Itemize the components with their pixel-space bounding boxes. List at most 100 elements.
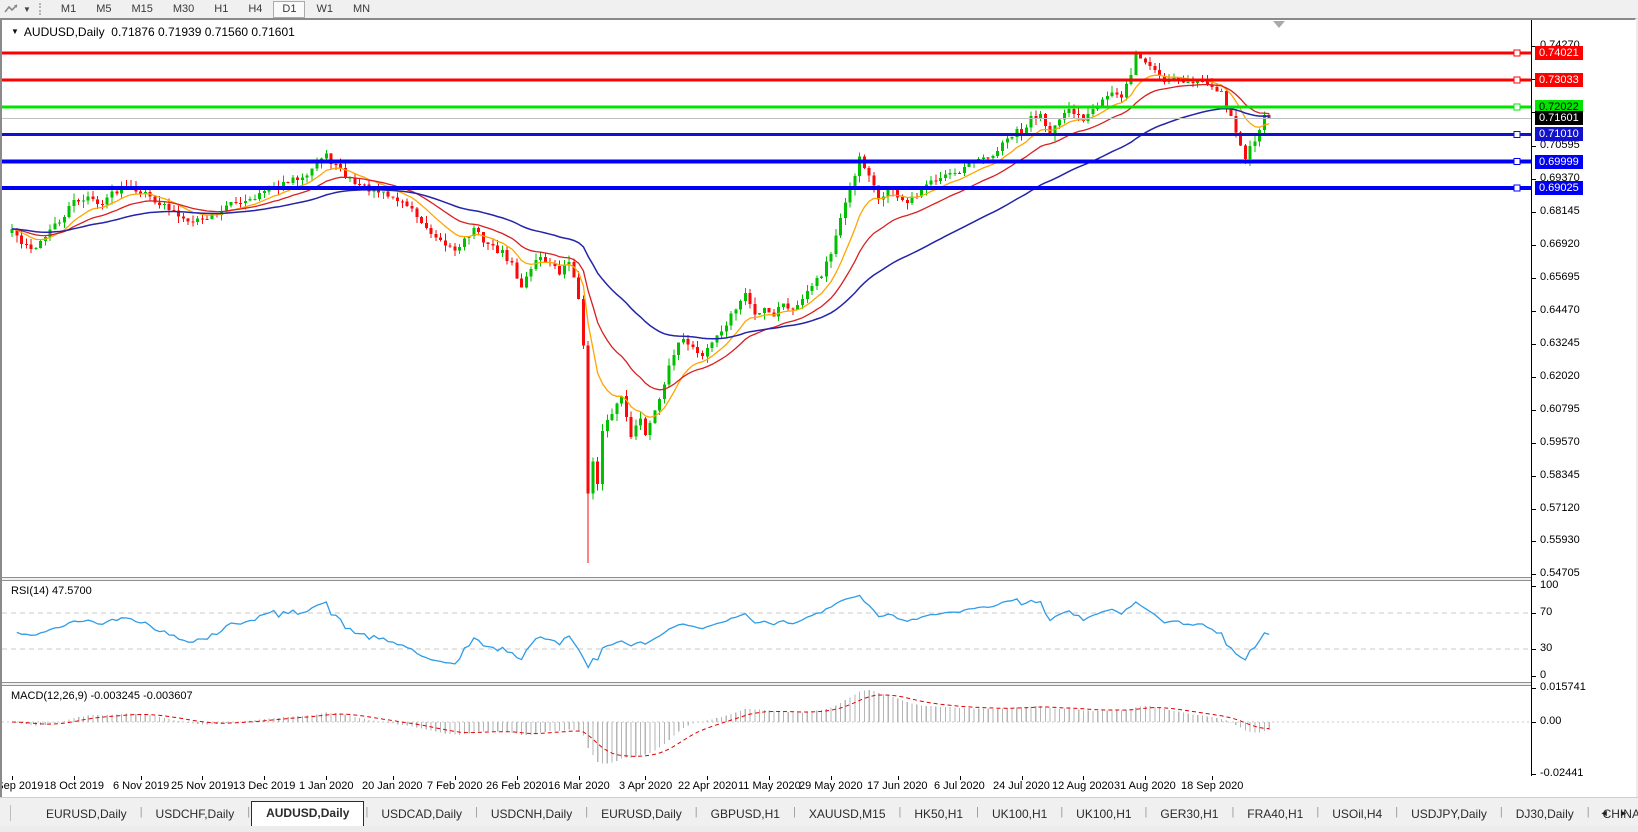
date-tick-label: 22 Apr 2020	[678, 780, 738, 792]
chart-tab-dj30-daily[interactable]: DJ30,Daily	[1515, 807, 1574, 821]
main-chart-canvas[interactable]	[2, 20, 1531, 577]
chart-tab-usoil-h4[interactable]: USOil,H4	[1332, 807, 1383, 821]
axis-tick-label: 0.68145	[1540, 205, 1580, 217]
date-tick-label: 26 Feb 2020	[486, 780, 548, 792]
date-tick-mark	[769, 776, 770, 780]
chart-tab-usdjpy-daily[interactable]: USDJPY,Daily	[1411, 807, 1487, 821]
date-tick-mark	[1083, 776, 1084, 780]
timeframe-button-m5[interactable]: M5	[96, 2, 112, 15]
tab-separator: |	[1395, 806, 1399, 818]
date-tick-label: 17 Jun 2020	[867, 780, 928, 792]
date-tick-label: 6 Nov 2019	[113, 780, 170, 792]
price-level-tag: 0.72022	[1535, 100, 1583, 114]
date-tick-label: 11 May 2020	[738, 780, 801, 792]
axis-tick-mark	[1532, 574, 1536, 575]
date-tick-label: 3 Apr 2020	[619, 780, 673, 792]
axis-tick-mark	[1532, 613, 1536, 614]
tab-separator: |	[365, 806, 369, 818]
axis-tick-label: 0.015741	[1540, 681, 1586, 693]
chart-tab-china300-h1[interactable]: CHINA300,H1	[1602, 807, 1638, 821]
price-axis[interactable]: 0.742700.730450.718200.705950.693700.681…	[1531, 20, 1633, 779]
date-tick-label: 1 Jan 2020	[299, 780, 354, 792]
axis-tick-mark	[1532, 722, 1536, 723]
tab-separator: |	[1144, 806, 1148, 818]
axis-tick-label: 0.54705	[1540, 567, 1580, 579]
date-tick-mark	[1212, 776, 1213, 780]
chevron-down-icon[interactable]: ▼	[23, 4, 31, 14]
panel-splitter-macd[interactable]	[2, 682, 1633, 686]
date-tick-label: 30 Sep 2019	[2, 780, 44, 792]
rsi-panel-canvas[interactable]	[2, 581, 1531, 682]
axis-tick-label: 0.66920	[1540, 238, 1580, 250]
chart-tab-gbpusd-h1[interactable]: GBPUSD,H1	[710, 807, 780, 821]
symbol-caret-icon[interactable]: ▼	[11, 27, 19, 36]
timeframe-button-w1[interactable]: W1	[316, 2, 333, 15]
date-tick-label: 12 Aug 2020	[1052, 780, 1114, 792]
tab-separator: |	[1060, 806, 1064, 818]
axis-tick-mark	[1532, 541, 1536, 542]
panel-splitter-rsi[interactable]	[2, 577, 1633, 581]
date-tick-label: 20 Jan 2020	[362, 780, 423, 792]
price-level-tag: 0.74021	[1535, 46, 1583, 60]
chart-tab-audusd-daily[interactable]: AUDUSD,Daily	[251, 801, 365, 826]
chart-tab-usdcnh-daily[interactable]: USDCNH,Daily	[490, 807, 573, 821]
date-tick-label: 7 Feb 2020	[427, 780, 483, 792]
axis-tick-mark	[1532, 79, 1536, 80]
chart-tab-eurusd-daily[interactable]: EURUSD,Daily	[601, 807, 682, 821]
axis-tick-mark	[1532, 774, 1536, 775]
timeframe-button-h4[interactable]: H4	[248, 2, 263, 15]
date-tick-label: 18 Oct 2019	[44, 780, 104, 792]
timeframe-button-h1[interactable]: H1	[214, 2, 229, 15]
chart-tab-eurusd-daily[interactable]: EURUSD,Daily	[46, 807, 127, 821]
axis-tick-label: 70	[1540, 606, 1553, 618]
chart-tab-fra40-h1[interactable]: FRA40,H1	[1247, 807, 1304, 821]
axis-tick-mark	[1532, 179, 1536, 180]
tab-separator: |	[898, 806, 902, 818]
chart-tool-icon[interactable]	[3, 2, 21, 16]
timeframe-button-d1[interactable]: D1	[273, 0, 306, 18]
tabbar-separator	[10, 805, 11, 821]
macd-panel-canvas[interactable]	[2, 686, 1531, 776]
axis-tick-label: 0.57120	[1540, 502, 1580, 514]
chart-tab-xauusd-m15[interactable]: XAUUSD,M15	[808, 807, 886, 821]
axis-tick-mark	[1532, 676, 1536, 677]
chart-shift-marker[interactable]	[1273, 21, 1285, 28]
date-tick-label: 6 Jul 2020	[934, 780, 985, 792]
timeframe-button-m30[interactable]: M30	[172, 2, 195, 15]
tab-separator: |	[1316, 806, 1320, 818]
tab-separator: |	[247, 806, 251, 818]
chart-tab-uk100-h1[interactable]: UK100,H1	[991, 807, 1048, 821]
chart-tab-bar: EURUSD,Daily | USDCHF,Daily | AUDUSD,Daily | U…	[0, 797, 1638, 826]
chart-tab-usdchf-daily[interactable]: USDCHF,Daily	[155, 807, 235, 821]
tab-separator: |	[1499, 806, 1503, 818]
tab-scroll-arrows[interactable]: ◄ ►	[1599, 808, 1632, 818]
chart-tab-ger30-h1[interactable]: GER30,H1	[1160, 807, 1219, 821]
timeframe-button-m1[interactable]: M1	[60, 2, 77, 15]
date-tick-mark	[1145, 776, 1146, 780]
price-level-tag: 0.71010	[1535, 127, 1583, 141]
date-tick-label: 18 Sep 2020	[1181, 780, 1244, 792]
date-tick-label: 13 Dec 2019	[233, 780, 296, 792]
axis-tick-label: 0.00	[1540, 715, 1562, 727]
date-tick-mark	[831, 776, 832, 780]
timeframe-button-m15[interactable]: M15	[131, 2, 153, 15]
date-tick-mark	[579, 776, 580, 780]
tab-separator: |	[792, 806, 796, 818]
chart-tab-uk100-h1[interactable]: UK100,H1	[1076, 807, 1132, 821]
chart-tab-usdcad-daily[interactable]: USDCAD,Daily	[381, 807, 462, 821]
chart-tab-hk50-h1[interactable]: HK50,H1	[914, 807, 964, 821]
axis-tick-mark	[1532, 46, 1536, 47]
rsi-label: RSI(14) 47.5700	[11, 585, 92, 597]
toolbar-drag-handle[interactable]	[38, 3, 44, 15]
symbol-label: AUDUSD,Daily	[23, 25, 105, 39]
date-tick-label: 31 Aug 2020	[1114, 780, 1176, 792]
date-tick-mark	[1022, 776, 1023, 780]
timeframe-button-mn[interactable]: MN	[352, 2, 371, 15]
tab-separator: |	[1231, 806, 1235, 818]
tab-separator: |	[1586, 806, 1590, 818]
axis-tick-label: 0.70595	[1540, 139, 1580, 151]
axis-tick-label: 30	[1540, 642, 1553, 654]
date-tick-mark	[12, 776, 13, 780]
axis-tick-label: 0.55930	[1540, 534, 1580, 546]
